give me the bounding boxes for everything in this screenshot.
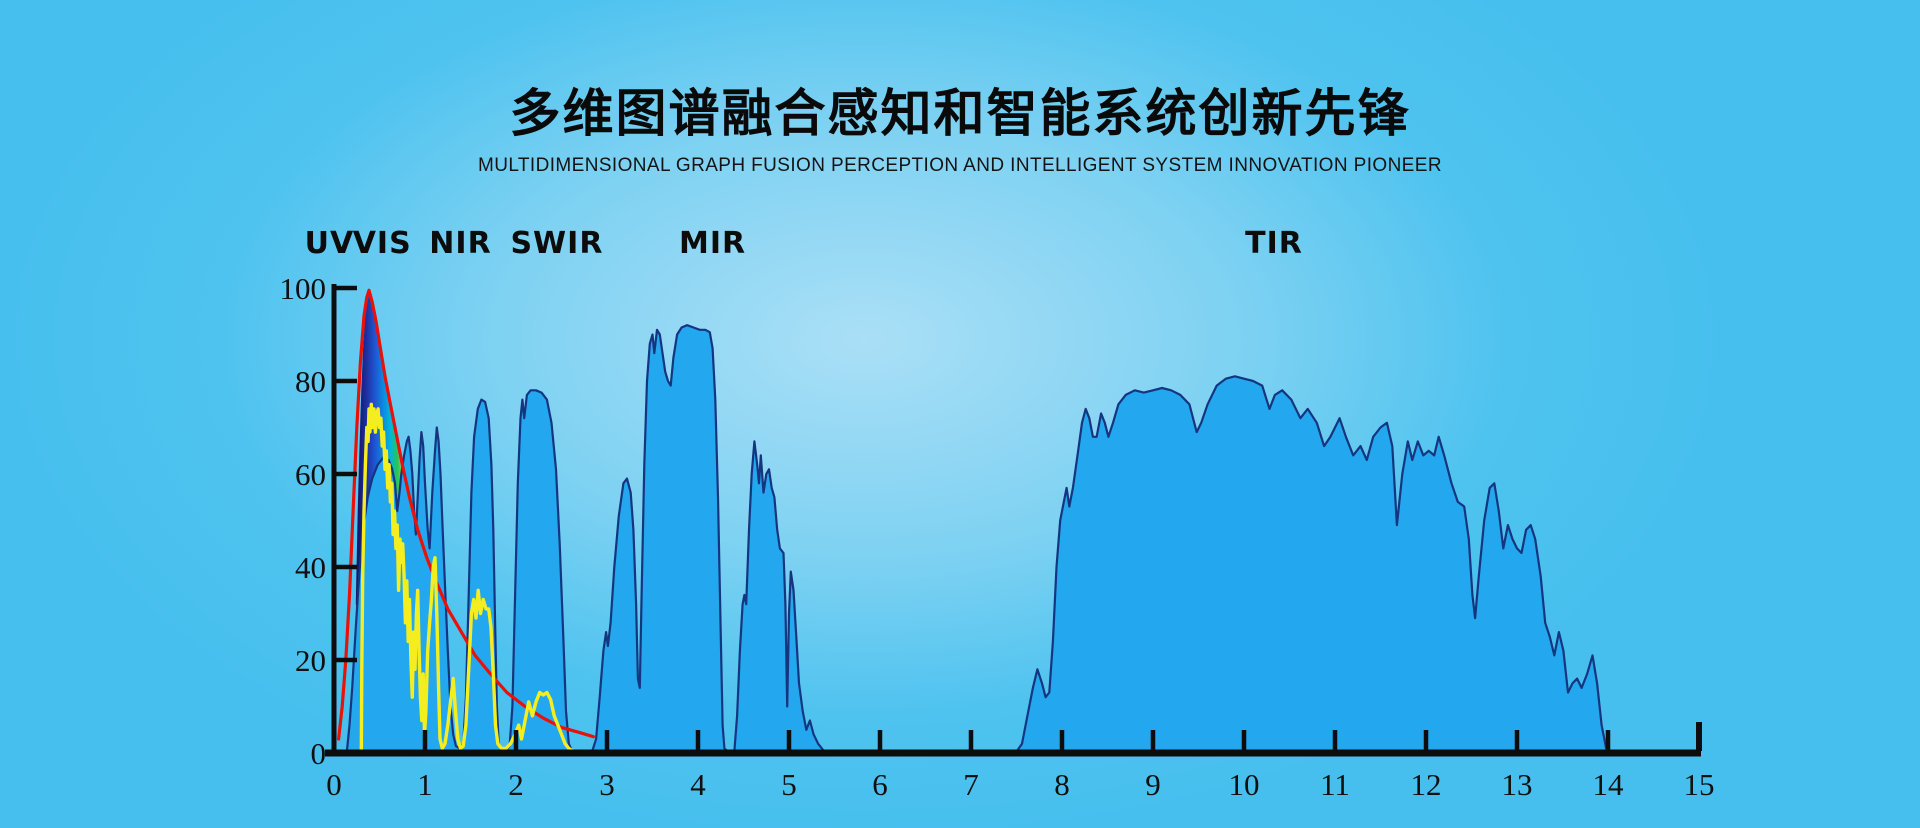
band-label-uv: UV xyxy=(304,226,355,261)
y-tick-label-80: 80 xyxy=(295,364,326,399)
x-tick-label-6: 6 xyxy=(872,767,888,802)
x-tick-label-12: 12 xyxy=(1411,767,1442,802)
y-tick-label-0: 0 xyxy=(311,736,327,771)
x-tick-label-5: 5 xyxy=(781,767,797,802)
x-tick-label-10: 10 xyxy=(1229,767,1260,802)
y-tick-label-40: 40 xyxy=(295,550,326,585)
band-label-mir: MIR xyxy=(678,226,747,261)
x-tick-label-0: 0 xyxy=(326,767,342,802)
x-tick-label-1: 1 xyxy=(417,767,433,802)
x-tick-label-13: 13 xyxy=(1502,767,1533,802)
y-tick-label-60: 60 xyxy=(295,457,326,492)
page-subtitle: MULTIDIMENSIONAL GRAPH FUSION PERCEPTION… xyxy=(478,155,1442,176)
x-tick-label-14: 14 xyxy=(1593,767,1625,802)
y-tick-label-20: 20 xyxy=(295,643,326,678)
x-tick-label-9: 9 xyxy=(1145,767,1161,802)
x-tick-label-7: 7 xyxy=(963,767,979,802)
x-tick-label-8: 8 xyxy=(1054,767,1070,802)
x-tick-label-3: 3 xyxy=(599,767,615,802)
x-tick-label-11: 11 xyxy=(1320,767,1350,802)
page-title: 多维图谱融合感知和智能系统创新先锋 xyxy=(509,85,1411,144)
series-transmission-fill xyxy=(346,325,1610,753)
series-transmission-outline xyxy=(345,324,1611,754)
series-solar-surface xyxy=(359,402,575,755)
band-label-swir: SWIR xyxy=(510,226,604,261)
series-blackbody xyxy=(337,288,595,741)
x-tick-label-4: 4 xyxy=(690,767,706,802)
x-tick-label-15: 15 xyxy=(1684,767,1715,802)
band-label-nir: NIR xyxy=(429,226,492,261)
x-tick-label-2: 2 xyxy=(508,767,524,802)
y-tick-label-100: 100 xyxy=(280,271,327,306)
band-label-tir: TIR xyxy=(1245,226,1303,261)
band-label-vis: VIS xyxy=(352,226,412,261)
